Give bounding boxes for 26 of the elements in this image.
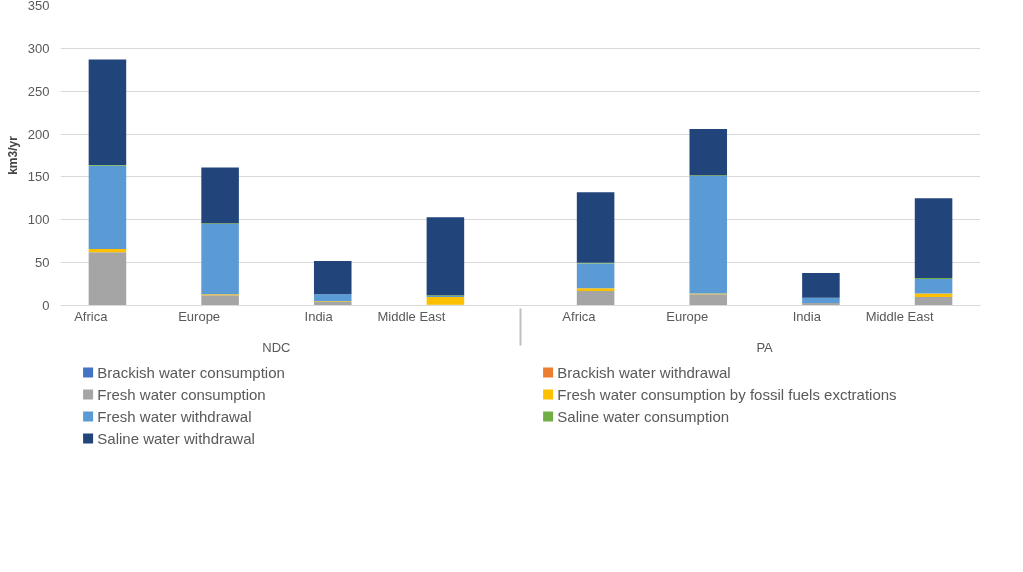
y-tick-label: 300 — [27, 40, 50, 56]
y-tick-label: 50 — [35, 255, 50, 271]
y-axis-title: km3/yr — [5, 135, 20, 175]
legend-label: Saline water consumption — [557, 408, 730, 425]
x-tick-label: Africa — [562, 309, 597, 324]
x-tick-label: Middle East — [865, 309, 934, 324]
legend-label: Brackish water withdrawal — [557, 364, 731, 381]
y-tick-label: 350 — [27, 0, 50, 13]
y-tick-label: 250 — [27, 83, 50, 99]
text: NDC — [262, 339, 291, 355]
x-tick-label: India — [304, 309, 334, 324]
y-tick-label: 0 — [42, 298, 50, 313]
legend-label: Fresh water consumption — [97, 386, 266, 403]
y-tick-label: 150 — [27, 169, 50, 185]
x-tick-label: India — [792, 309, 822, 324]
x-tick-label: Europe — [666, 309, 709, 324]
x-tick-label: Africa — [74, 309, 109, 324]
legend-label: Fresh water withdrawal — [97, 408, 252, 425]
y-tick-label: 100 — [27, 212, 50, 228]
legend-label: Saline water withdrawal — [97, 430, 255, 447]
x-tick-label: Middle East — [377, 309, 446, 324]
legend-label: Brackish water consumption — [97, 364, 285, 381]
y-tick-label: 200 — [27, 126, 50, 142]
x-tick-label: Europe — [178, 309, 221, 324]
text: PA — [756, 339, 774, 355]
legend-label: Fresh water consumption by fossil fuels exctrations — [557, 386, 897, 403]
